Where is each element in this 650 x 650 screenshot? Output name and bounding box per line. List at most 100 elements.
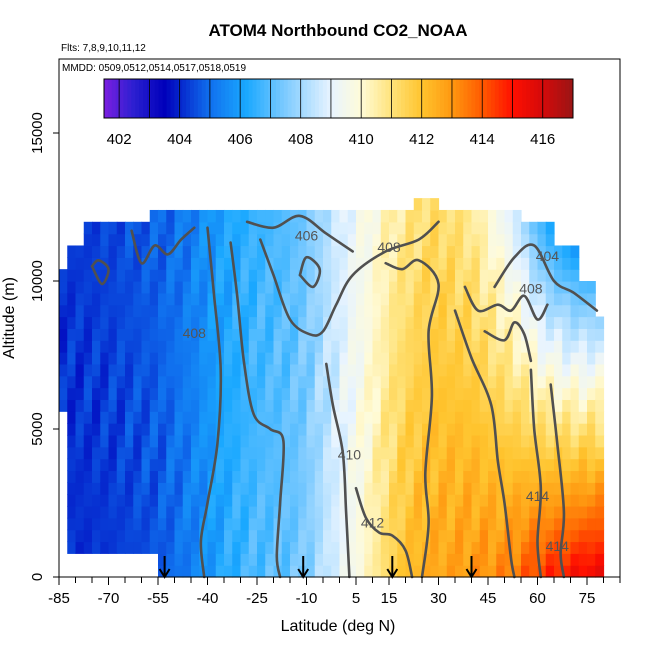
heatmap-cell — [397, 541, 407, 554]
heatmap-cell — [463, 517, 473, 531]
heatmap-cell — [455, 411, 464, 424]
heatmap-cell — [290, 221, 299, 235]
heatmap-cell — [83, 505, 93, 519]
heatmap-cell — [356, 269, 365, 282]
heatmap-cell — [108, 434, 118, 448]
heatmap-cell — [397, 221, 407, 235]
heatmap-cell — [595, 316, 605, 329]
heatmap-cell — [265, 387, 275, 400]
heatmap-cell — [248, 375, 258, 389]
heatmap-cell — [356, 434, 365, 448]
heatmap-cell — [479, 434, 489, 448]
heatmap-cell — [554, 411, 563, 424]
heatmap-cell — [290, 446, 299, 460]
heatmap-cell — [438, 541, 448, 554]
heatmap-cell — [83, 269, 93, 282]
heatmap-cell — [141, 458, 151, 472]
heatmap-cell — [75, 434, 85, 448]
heatmap-cell — [479, 245, 489, 258]
heatmap-cell — [397, 257, 407, 270]
heatmap-cell — [265, 482, 275, 495]
heatmap-cell — [430, 470, 440, 483]
heatmap-cell — [100, 494, 110, 507]
heatmap-cell — [224, 399, 233, 412]
heatmap-cell — [422, 304, 431, 318]
heatmap-cell — [479, 257, 489, 270]
heatmap-cell — [545, 494, 555, 507]
heatmap-cell — [471, 292, 481, 306]
heatmap-cell — [232, 458, 242, 472]
heatmap-cell — [587, 375, 596, 389]
heatmap-cell — [562, 529, 572, 543]
heatmap-cell — [290, 363, 299, 377]
heatmap-cell — [75, 411, 85, 424]
heatmap-cell — [116, 505, 126, 519]
heatmap-cell — [364, 470, 374, 483]
heatmap-cell — [108, 375, 118, 389]
heatmap-cell — [83, 541, 93, 554]
heatmap-cell — [75, 458, 85, 472]
heatmap-cell — [529, 375, 539, 389]
heatmap-cell — [372, 541, 382, 554]
heatmap-cell — [430, 446, 440, 460]
heatmap-cell — [248, 292, 258, 306]
heatmap-cell — [133, 482, 143, 495]
heatmap-cell — [438, 529, 448, 543]
heatmap-cell — [281, 328, 291, 341]
heatmap-cell — [356, 423, 365, 436]
heatmap-cell — [380, 529, 390, 543]
heatmap-cell — [248, 387, 258, 400]
heatmap-cell — [405, 399, 415, 412]
heatmap-cell — [413, 529, 423, 543]
heatmap-cell — [570, 529, 580, 543]
heatmap-cell — [306, 209, 316, 223]
heatmap-cell — [133, 517, 143, 531]
heatmap-cell — [389, 209, 398, 223]
heatmap-cell — [405, 328, 415, 341]
heatmap-cell — [257, 529, 266, 543]
colorbar-segment — [232, 79, 238, 118]
heatmap-cell — [471, 233, 481, 247]
heatmap-cell — [158, 529, 167, 543]
heatmap-cell — [240, 257, 250, 270]
heatmap-cell — [232, 233, 242, 247]
heatmap-cell — [595, 565, 605, 578]
heatmap-cell — [422, 221, 431, 235]
heatmap-cell — [504, 245, 514, 258]
colorbar-segment — [217, 79, 222, 118]
colorbar-segment — [275, 79, 281, 118]
heatmap-cell — [323, 565, 332, 578]
heatmap-cell — [356, 352, 365, 365]
heatmap-cell — [265, 269, 275, 282]
heatmap-cell — [306, 352, 316, 365]
heatmap-cell — [587, 529, 596, 543]
heatmap-cell — [314, 233, 324, 247]
heatmap-cell — [446, 292, 456, 306]
heatmap-cell — [380, 553, 390, 566]
heatmap-cell — [232, 446, 242, 460]
contour-label: 414 — [526, 488, 550, 504]
heatmap-cell — [488, 375, 497, 389]
heatmap-cell — [174, 541, 184, 554]
heatmap-cell — [199, 221, 209, 235]
heatmap-cell — [364, 505, 374, 519]
heatmap-cell — [438, 470, 448, 483]
heatmap-cell — [570, 304, 580, 318]
heatmap-cell — [290, 423, 299, 436]
heatmap-cell — [158, 292, 167, 306]
heatmap-cell — [504, 434, 514, 448]
heatmap-cell — [166, 292, 176, 306]
heatmap-cell — [347, 304, 357, 318]
heatmap-cell — [298, 423, 308, 436]
heatmap-cell — [364, 423, 374, 436]
heatmap-cell — [323, 399, 332, 412]
heatmap-cell — [248, 553, 258, 566]
colorbar-segment — [240, 79, 246, 118]
heatmap-cell — [290, 529, 299, 543]
heatmap-cell — [92, 505, 101, 519]
heatmap-cell — [537, 387, 547, 400]
heatmap-cell — [232, 505, 242, 519]
heatmap-cell — [331, 553, 341, 566]
colorbar-segment — [291, 79, 297, 118]
heatmap-cell — [455, 494, 464, 507]
